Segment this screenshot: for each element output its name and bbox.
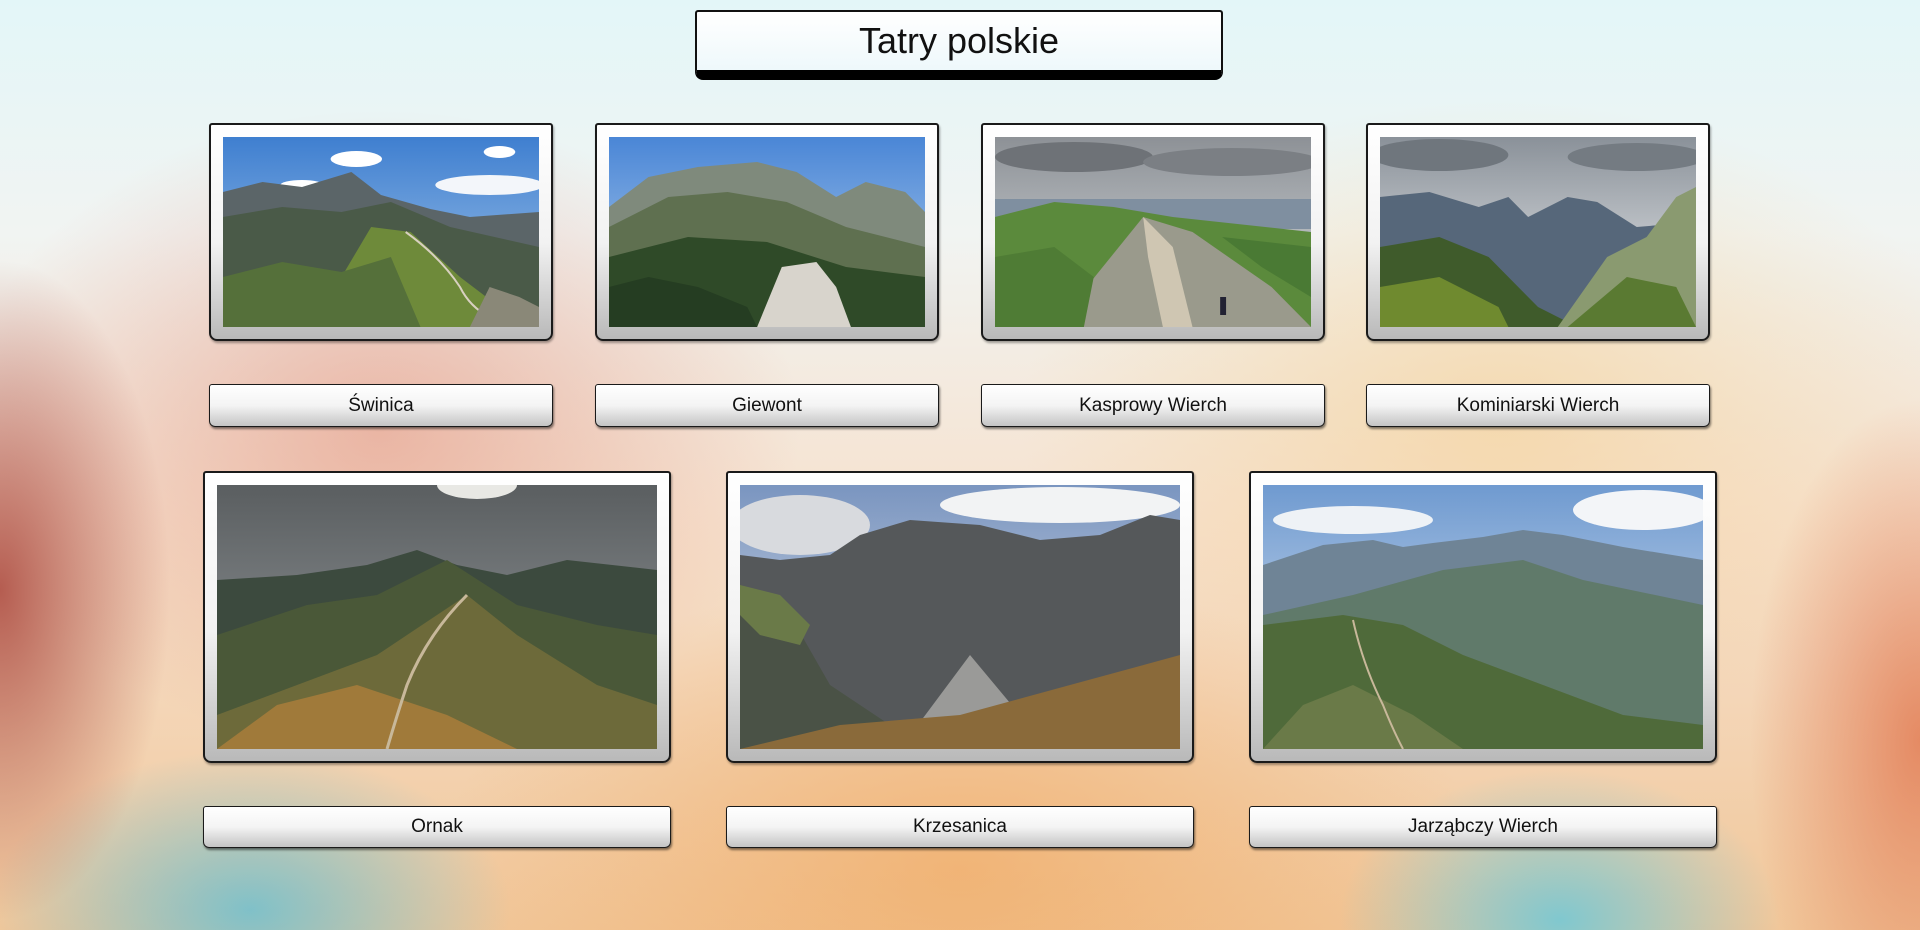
peak-card-jarzabczy-wierch[interactable] xyxy=(1249,471,1717,763)
peak-label-krzesanica[interactable]: Krzesanica xyxy=(726,806,1194,848)
peak-label-jarzabczy-wierch[interactable]: Jarząbczy Wierch xyxy=(1249,806,1717,848)
peak-label-giewont[interactable]: Giewont xyxy=(595,384,939,427)
page-title-box: Tatry polskie xyxy=(695,10,1223,80)
peak-card-kominiarski-wierch[interactable] xyxy=(1366,123,1710,341)
giewont-photo[interactable] xyxy=(609,137,925,327)
swinica-photo[interactable] xyxy=(223,137,539,327)
jarzabczy-wierch-photo[interactable] xyxy=(1263,485,1703,749)
peak-label-ornak[interactable]: Ornak xyxy=(203,806,671,848)
peak-card-swinica[interactable] xyxy=(209,123,553,341)
peak-card-krzesanica[interactable] xyxy=(726,471,1194,763)
page-title: Tatry polskie xyxy=(858,20,1060,61)
peak-card-giewont[interactable] xyxy=(595,123,939,341)
ornak-photo[interactable] xyxy=(217,485,657,749)
krzesanica-photo[interactable] xyxy=(740,485,1180,749)
peak-card-kasprowy-wierch[interactable] xyxy=(981,123,1325,341)
peak-label-kominiarski-wierch[interactable]: Kominiarski Wierch xyxy=(1366,384,1710,427)
peak-label-kasprowy-wierch[interactable]: Kasprowy Wierch xyxy=(981,384,1325,427)
peak-card-ornak[interactable] xyxy=(203,471,671,763)
kasprowy-wierch-photo[interactable] xyxy=(995,137,1311,327)
kominiarski-wierch-photo[interactable] xyxy=(1380,137,1696,327)
peak-label-swinica[interactable]: Świnica xyxy=(209,384,553,427)
